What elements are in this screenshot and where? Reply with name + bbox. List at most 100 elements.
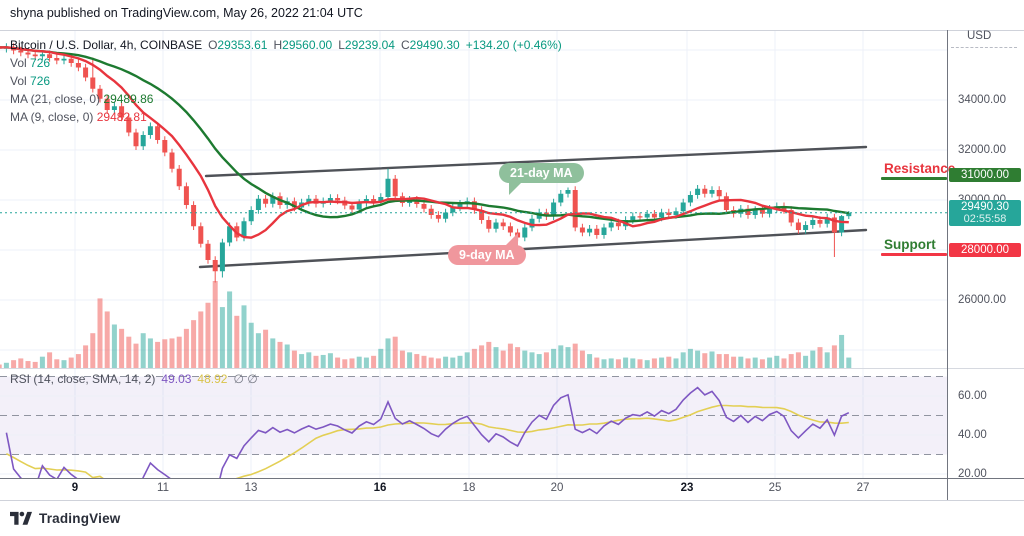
chart-legend[interactable]: Bitcoin / U.S. Dollar, 4h, COINBASE O2935… [10,36,562,126]
volume-bar [176,336,182,368]
volume-bar [378,348,384,368]
candle-body [803,225,809,230]
candle-body [47,54,53,58]
ohlc-open-value: 29353.61 [217,38,268,52]
candle-body [335,198,341,201]
ma9-row[interactable]: MA (9, close, 0) 29482.81 [10,108,562,126]
volume-bar [522,350,528,368]
volume-bar [306,352,312,368]
candle-body [176,168,182,187]
price-axis[interactable]: USD 34000.0032000.0030000.0026000.003100… [947,30,1024,500]
tradingview-logo[interactable]: TradingView [10,509,120,527]
candle-body [162,140,168,153]
volume-bar [313,355,319,368]
trend-channel-line[interactable] [198,228,868,269]
volume-bar [263,329,269,368]
volume-bar [680,352,686,368]
candle-body [824,217,830,224]
volume-bar [155,341,161,368]
support-label[interactable]: Support [884,237,936,252]
volume-bar [111,324,117,368]
candle-body [227,226,233,243]
symbol-row[interactable]: Bitcoin / U.S. Dollar, 4h, COINBASE O2935… [10,36,562,54]
volume-row-2[interactable]: Vol 726 [10,72,562,90]
ma9-line[interactable] [0,46,849,239]
rsi-legend[interactable]: RSI (14, close, SMA, 14, 2) 49.03 48.92 ∅ ∅ [10,372,258,386]
candle-body [428,208,434,215]
volume-bar [97,298,103,368]
support-line[interactable] [881,253,947,256]
candle-body [594,228,600,235]
time-tick: 23 [680,482,694,494]
volume-bar [572,343,578,368]
ma21-label: MA (21, close, 0) [10,92,101,106]
volume-bar [349,358,355,368]
rsi-ma-line[interactable] [6,404,849,487]
candle-body [126,117,132,133]
candle-body [169,152,175,169]
tradingview-logo-icon [10,511,32,525]
volume-bar [702,353,708,368]
candle-body [133,132,139,147]
price-axis-unit: USD [967,30,992,42]
time-tick: 11 [157,482,169,494]
volume-bar [25,361,31,368]
candle-body [291,201,297,208]
volume-bar [75,354,81,368]
volume-bar [817,347,823,368]
candle-body [119,106,125,118]
candle-body [615,222,621,227]
volume-bar [644,360,650,368]
volume-bar [803,355,809,368]
volume-bar [227,291,233,368]
rsi-tick: 20.00 [958,468,987,480]
candle-body [75,63,81,68]
volume-bar [320,354,326,368]
volume-bar [299,354,305,368]
volume-bar [11,360,17,368]
resistance-label[interactable]: Resistance [884,161,956,176]
volume-bar [241,305,247,368]
ma21-callout-bubble[interactable]: 21-day MA [499,163,584,195]
rsi-line[interactable] [5,386,850,500]
ma9-label: MA (9, close, 0) [10,110,94,124]
candle-body [155,126,161,140]
volume-bar [594,357,600,368]
time-tick: 27 [856,482,870,494]
volume-bar [695,350,701,368]
ohlc-high-value: 29560.00 [282,38,333,52]
candle-countdown: 02:55:58 [963,212,1007,225]
candle-body [327,198,333,202]
time-axis[interactable]: 9 11 13 16 18 20 23 25 27 [0,479,947,500]
candle-body [687,195,693,203]
volume-bar [133,343,139,368]
tradingview-logo-text: TradingView [39,510,121,526]
candle-body [205,243,211,260]
candle-body [795,222,801,230]
volume-bar [515,347,521,368]
volume-bar [83,345,89,368]
ma21-row[interactable]: MA (21, close, 0) 29489.86 [10,90,562,108]
volume-bar [716,354,722,368]
ma21-value: 29489.86 [103,92,154,106]
volume-bar [795,352,801,368]
vol1-label: Vol [10,56,27,70]
resistance-line[interactable] [881,177,947,180]
candle-body [507,226,513,233]
volume-bar [356,356,362,368]
candle-body [810,220,816,225]
volume-bar [147,338,153,368]
ma21-line[interactable] [0,46,849,223]
ma9-callout-bubble[interactable]: 9-day MA [448,233,526,265]
rsi-tick: 60.00 [958,390,987,402]
ohlc-close-key: C [400,38,410,52]
volume-row-1[interactable]: Vol 726 [10,54,562,72]
volume-bar [291,350,297,368]
rsi-tick: 40.00 [958,429,987,441]
time-tick: 18 [462,482,476,494]
trend-channel-line[interactable] [204,145,868,178]
candle-body [18,50,24,53]
candle-body [723,196,729,210]
